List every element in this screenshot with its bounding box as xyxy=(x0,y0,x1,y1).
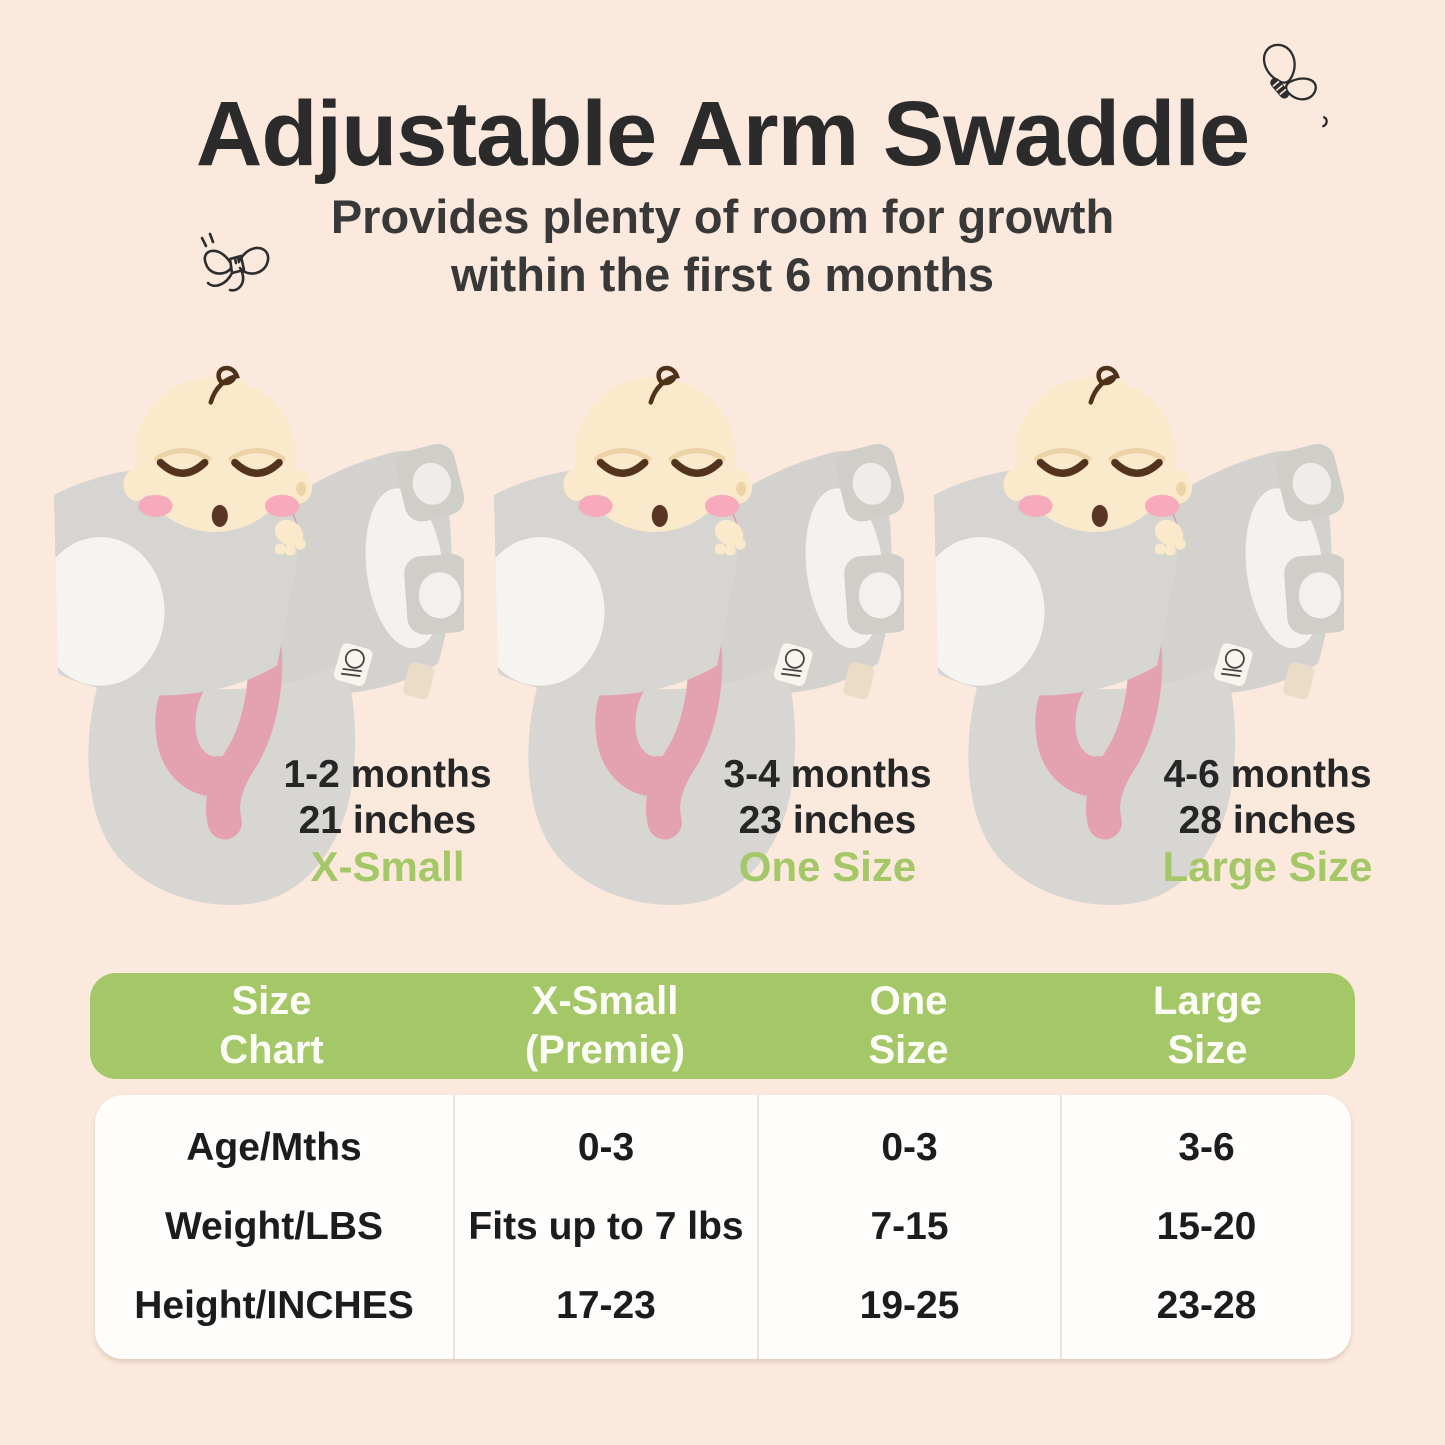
age-range-label: 1-2 months xyxy=(283,753,492,796)
header-line: Chart xyxy=(219,1028,324,1072)
swaddle-caption: 3-4 months 23 inches One Size xyxy=(710,752,945,890)
header-line: Size xyxy=(231,979,312,1023)
header-line: Large xyxy=(1153,979,1262,1023)
size-name-label: One Size xyxy=(738,843,917,890)
header-line: X-Small xyxy=(531,979,679,1023)
header-cell-size-chart: Size Chart xyxy=(90,977,453,1075)
table-cell: 15-20 xyxy=(1156,1204,1257,1248)
size-chart-header: Size Chart X-Small (Premie) One Size Lar… xyxy=(90,973,1355,1079)
swaddle-variant-one-size: 3-4 months 23 inches One Size xyxy=(492,362,932,910)
page-subtitle: Provides plenty of room for growth withi… xyxy=(0,188,1445,304)
swaddle-variant-large: 4-6 months 28 inches Large Size xyxy=(932,362,1373,910)
table-col-labels: Age/Mths Weight/LBS Height/INCHES xyxy=(95,1095,453,1359)
table-cell: 0-3 xyxy=(881,1126,938,1170)
header-line: One xyxy=(869,979,948,1023)
swaddle-caption: 4-6 months 28 inches Large Size xyxy=(1150,752,1385,890)
size-chart-table: Age/Mths Weight/LBS Height/INCHES 0-3 Fi… xyxy=(95,1095,1351,1359)
length-label: 21 inches xyxy=(298,799,477,842)
table-cell: Fits up to 7 lbs xyxy=(468,1204,744,1248)
header-line: Size xyxy=(1167,1028,1248,1072)
length-label: 23 inches xyxy=(738,799,917,842)
header-line: Size xyxy=(868,1028,949,1072)
row-label-age: Age/Mths xyxy=(186,1126,362,1170)
age-range-label: 3-4 months xyxy=(723,753,932,796)
subtitle-line-2: within the first 6 months xyxy=(450,248,995,301)
age-range-label: 4-6 months xyxy=(1163,753,1372,796)
size-name-label: X-Small xyxy=(310,843,465,890)
table-cell: 3-6 xyxy=(1178,1126,1235,1170)
table-cell: 0-3 xyxy=(577,1126,635,1170)
header-line: (Premie) xyxy=(524,1028,686,1072)
table-cell: 7-15 xyxy=(870,1204,949,1248)
table-cell: 23-28 xyxy=(1156,1283,1257,1327)
table-col-large: 3-6 15-20 23-28 xyxy=(1060,1095,1351,1359)
swaddle-caption: 1-2 months 21 inches X-Small xyxy=(270,752,505,890)
size-name-label: Large Size xyxy=(1162,843,1373,890)
page-title: Adjustable Arm Swaddle xyxy=(195,83,1250,185)
table-cell: 19-25 xyxy=(859,1283,960,1327)
table-col-xsmall: 0-3 Fits up to 7 lbs 17-23 xyxy=(453,1095,757,1359)
table-cell: 17-23 xyxy=(556,1283,656,1327)
subtitle-line-1: Provides plenty of room for growth xyxy=(330,190,1115,243)
header-cell-large: Large Size xyxy=(1060,977,1355,1075)
header-cell-xsmall: X-Small (Premie) xyxy=(453,977,757,1075)
header-cell-one-size: One Size xyxy=(757,977,1060,1075)
swaddle-variant-xsmall: 1-2 months 21 inches X-Small xyxy=(52,362,492,910)
row-label-weight: Weight/LBS xyxy=(164,1204,384,1248)
table-col-one-size: 0-3 7-15 19-25 xyxy=(757,1095,1060,1359)
length-label: 28 inches xyxy=(1178,799,1357,842)
row-label-height: Height/INCHES xyxy=(134,1283,414,1327)
